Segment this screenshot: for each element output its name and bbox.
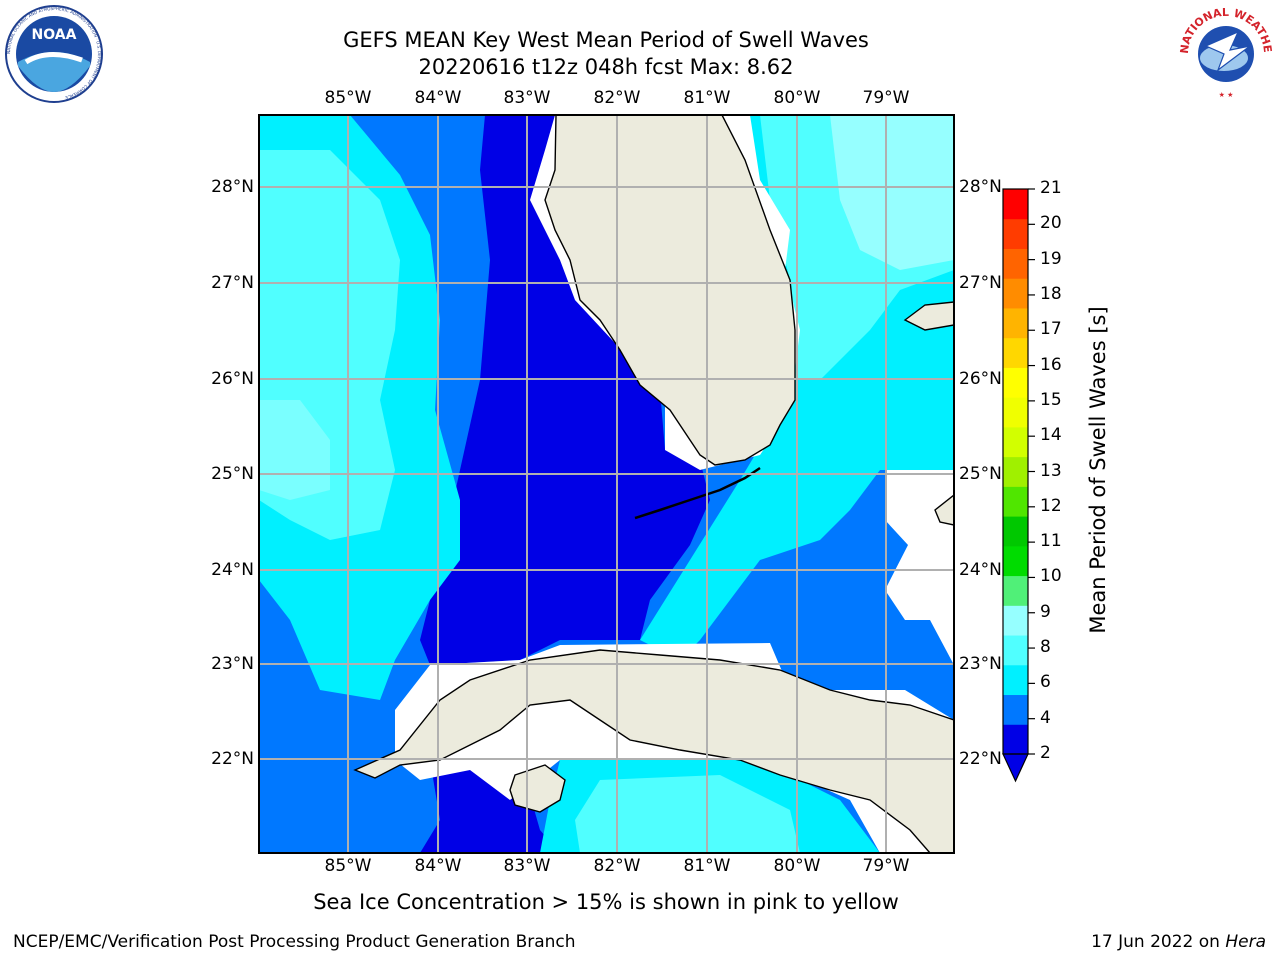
lat-label-right-24n: 24°N [959,560,1002,580]
land-andros [934,494,954,526]
colorbar-segment [1003,575,1028,606]
colorbar [1002,188,1035,783]
land-isla-de-la-juventud [509,764,566,813]
lon-label-top-82w: 82°W [593,88,641,108]
colorbar-tick-label: 16 [1040,354,1062,375]
colorbar-label: Mean Period of Swell Waves [s] [1086,306,1110,634]
colorbar-segment [1003,218,1028,249]
national-weather-service-logo: NATIONAL WEATHER SERVICE ★ ★ [1176,6,1274,100]
colorbar-tick-label: 8 [1040,637,1051,658]
lon-label-top-85w: 85°W [324,88,372,108]
colorbar-segment [1003,516,1028,547]
map-frame [258,114,955,854]
chart-subtitle: 20220616 t12z 048h fcst Max: 8.62 [418,55,794,79]
colorbar-segment [1003,367,1028,398]
florida-keys [634,466,761,520]
colorbar-segment [1003,426,1028,458]
colorbar-segments [1002,189,1029,783]
colorbar-tick-label: 18 [1040,283,1062,304]
colorbar-tick-label: 11 [1040,531,1062,552]
chart-title: GEFS MEAN Key West Mean Period of Swell … [343,28,869,52]
lat-label-left-25n: 25°N [211,464,254,484]
colorbar-segment [1003,248,1028,279]
lon-label-bottom-84w: 84°W [414,856,462,876]
colorbar-tick-label: 6 [1040,672,1051,693]
lat-label-right-27n: 27°N [959,273,1002,293]
lat-label-left-24n: 24°N [211,560,254,580]
colorbar-extend-arrow [1002,753,1029,783]
lon-label-top-83w: 83°W [503,88,551,108]
lon-label-bottom-79w: 79°W [862,856,910,876]
lat-label-left-26n: 26°N [211,369,254,389]
colorbar-tick-label: 17 [1040,319,1062,340]
lat-label-left-28n: 28°N [211,177,254,197]
colorbar-segment [1003,724,1028,755]
colorbar-segment [1003,397,1028,428]
graticule [259,115,954,853]
footer-date: 17 Jun 2022 on Hera [1091,932,1266,952]
lon-label-bottom-82w: 82°W [593,856,641,876]
svg-text:★ ★: ★ ★ [1219,91,1234,99]
colorbar-tick-label: 13 [1040,460,1062,481]
lat-label-left-27n: 27°N [211,273,254,293]
colorbar-segment [1003,189,1028,220]
colorbar-tick-label: 2 [1040,743,1051,763]
noaa-logo-text: NOAA [32,27,77,43]
colorbar-segment [1003,307,1028,339]
colorbar-tick-label: 10 [1040,566,1062,587]
land-cuba [353,649,954,853]
colorbar-tick-label: 21 [1040,178,1062,198]
colorbar-tick-label: 19 [1040,248,1062,269]
lon-label-bottom-85w: 85°W [324,856,372,876]
colorbar-segment [1003,694,1028,725]
lon-label-top-79w: 79°W [862,88,910,108]
footer-date-text: 17 Jun 2022 on [1091,932,1226,952]
lat-label-right-25n: 25°N [959,464,1002,484]
lon-label-bottom-80w: 80°W [773,856,821,876]
contour-band-8-9s-east [830,115,954,270]
lon-label-bottom-83w: 83°W [503,856,551,876]
lat-label-left-22n: 22°N [211,749,254,769]
noaa-logo: NOAA NATIONAL OCEANIC AND ATMOSPHERIC AD… [5,5,103,103]
footer-branch: NCEP/EMC/Verification Post Processing Pr… [13,932,576,952]
sea-ice-note: Sea Ice Concentration > 15% is shown in … [313,890,899,914]
colorbar-segment [1003,635,1028,666]
land-bahamas [903,301,954,331]
lon-label-top-84w: 84°W [414,88,462,108]
lon-label-bottom-81w: 81°W [683,856,731,876]
lon-label-top-81w: 81°W [683,88,731,108]
lat-label-right-26n: 26°N [959,369,1002,389]
colorbar-tick-label: 14 [1040,425,1062,446]
colorbar-segment [1003,605,1028,636]
lat-label-left-23n: 23°N [211,654,254,674]
colorbar-tick-label: 12 [1040,495,1062,516]
colorbar-segment [1003,278,1028,309]
colorbar-segment [1003,486,1028,517]
colorbar-tick-label: 20 [1040,213,1062,234]
colorbar-tick-label: 15 [1040,389,1062,410]
lat-label-right-23n: 23°N [959,654,1002,674]
land-florida [544,115,796,466]
contour-band-0-2s [420,115,710,665]
colorbar-tick-label: 9 [1040,601,1051,622]
lat-label-right-28n: 28°N [959,177,1002,197]
contour-band-6-8s-south [575,775,800,853]
colorbar-tick-label: 4 [1040,707,1051,728]
no-data-area-east [885,470,954,665]
colorbar-segment [1003,664,1028,696]
lat-label-right-22n: 22°N [959,749,1002,769]
lon-label-top-80w: 80°W [773,88,821,108]
colorbar-segment [1003,337,1028,368]
colorbar-segment [1003,545,1028,577]
colorbar-segment [1003,456,1028,487]
footer-machine: Hera [1225,932,1266,952]
